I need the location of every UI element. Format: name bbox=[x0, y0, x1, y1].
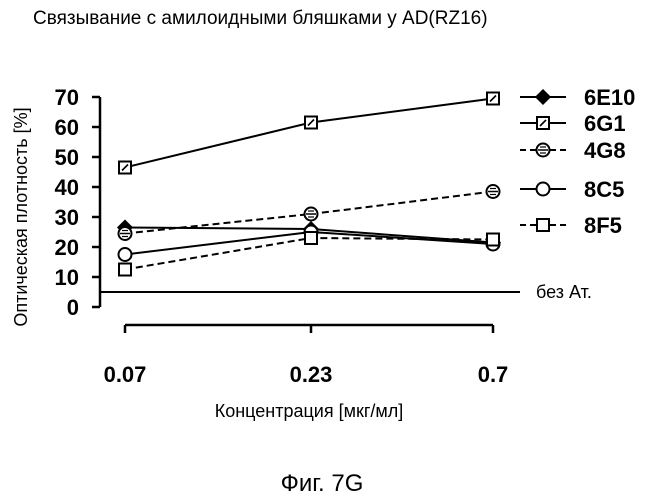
legend: 6E106G14G8 8C5 8F5 bbox=[520, 85, 635, 238]
data-point-8F5 bbox=[119, 264, 131, 276]
data-point-4G8 bbox=[305, 208, 318, 221]
data-point-8F5 bbox=[305, 232, 317, 244]
legend-marker-6E10 bbox=[536, 90, 550, 104]
y-axis-label: Оптическая плотность [%] bbox=[11, 107, 31, 326]
y-tick-label: 20 bbox=[55, 235, 79, 260]
data-point-8F5 bbox=[487, 234, 499, 246]
data-point-4G8 bbox=[487, 185, 500, 198]
series-layer bbox=[118, 93, 500, 276]
legend-marker-4G8 bbox=[537, 144, 550, 157]
legend-label-6E10: 6E10 bbox=[584, 85, 635, 110]
x-tick-label: 0.07 bbox=[104, 362, 147, 387]
data-point-6G1 bbox=[305, 117, 317, 129]
y-tick-label: 10 bbox=[55, 265, 79, 290]
legend-marker-6G1 bbox=[537, 117, 549, 129]
chart-title: Связывание с амилоидными бляшками у AD(R… bbox=[33, 8, 488, 29]
baseline-label: без Ат. bbox=[536, 282, 592, 302]
y-tick-label: 30 bbox=[55, 205, 79, 230]
y-tick-label: 40 bbox=[55, 175, 79, 200]
y-tick-label: 50 bbox=[55, 145, 79, 170]
x-tick-label: 0.7 bbox=[478, 362, 509, 387]
y-tick-label: 70 bbox=[55, 85, 79, 110]
data-point-4G8 bbox=[119, 227, 132, 240]
figure-caption: Фиг. 7G bbox=[281, 470, 364, 497]
legend-label-4G8: 4G8 bbox=[584, 138, 626, 163]
data-point-8C5 bbox=[119, 248, 132, 261]
legend-label-6G1: 6G1 bbox=[584, 111, 626, 136]
legend-marker-8C5 bbox=[537, 183, 550, 196]
data-point-6G1 bbox=[487, 93, 499, 105]
x-ticks: 0.07 0.23 0.7 bbox=[104, 325, 509, 387]
x-axis-label: Концентрация [мкг/мл] bbox=[215, 401, 404, 421]
y-ticks: 0 10 20 30 40 50 60 70 bbox=[55, 85, 100, 320]
legend-label-8F5: 8F5 bbox=[584, 213, 622, 238]
legend-marker-8F5 bbox=[537, 219, 549, 231]
y-tick-label: 60 bbox=[55, 115, 79, 140]
y-tick-label: 0 bbox=[67, 295, 79, 320]
data-point-6G1 bbox=[119, 162, 131, 174]
legend-label-8C5: 8C5 bbox=[584, 177, 624, 202]
x-tick-label: 0.23 bbox=[290, 362, 333, 387]
series-line-6G1 bbox=[125, 99, 493, 168]
